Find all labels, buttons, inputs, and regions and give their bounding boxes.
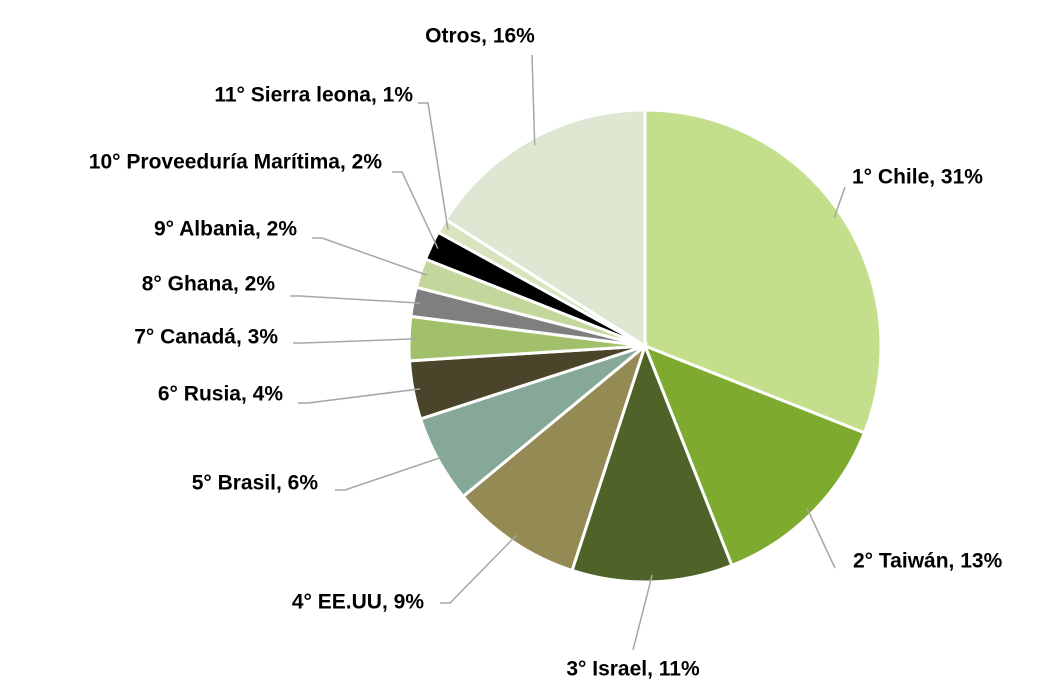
pie-slice bbox=[643, 108, 883, 435]
slice-label: 11° Sierra leona, 1% bbox=[214, 84, 413, 107]
slice-label: 2° Taiwán, 13% bbox=[853, 550, 1003, 573]
slice-label: Otros, 16% bbox=[425, 25, 535, 48]
leader-line bbox=[632, 574, 653, 651]
pie-slice bbox=[570, 341, 734, 584]
slice-label: 7° Canadá, 3% bbox=[134, 326, 278, 349]
leader-line bbox=[440, 534, 517, 604]
leader-line bbox=[335, 455, 445, 491]
leader-line bbox=[298, 388, 421, 404]
slice-label: 4° EE.UU, 9% bbox=[292, 591, 424, 614]
slice-label: 9° Albania, 2% bbox=[154, 218, 297, 241]
slice-label: 5° Brasil, 6% bbox=[192, 472, 319, 495]
leader-line bbox=[392, 171, 439, 249]
leader-line bbox=[290, 295, 421, 304]
leader-line bbox=[312, 237, 428, 276]
slice-label: 1° Chile, 31% bbox=[852, 166, 983, 189]
leader-line bbox=[531, 54, 536, 146]
pie-slice bbox=[443, 108, 647, 349]
slice-label: 3° Israel, 11% bbox=[566, 658, 700, 681]
pie-slice bbox=[461, 341, 649, 573]
leader-line bbox=[833, 186, 846, 218]
leader-line bbox=[806, 507, 836, 569]
slice-label: 6° Rusia, 4% bbox=[158, 383, 283, 406]
slice-label: 10° Proveeduría Marítima, 2% bbox=[89, 151, 383, 174]
leader-line bbox=[418, 102, 449, 230]
pie-slice bbox=[642, 343, 867, 568]
slice-label: 8° Ghana, 2% bbox=[142, 273, 276, 296]
leader-line bbox=[293, 338, 417, 344]
